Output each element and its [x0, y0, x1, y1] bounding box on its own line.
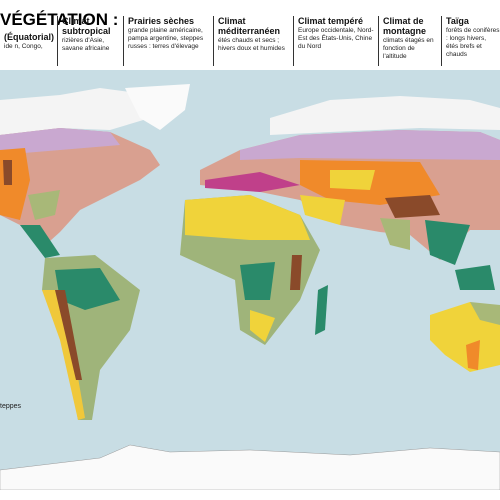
legend-text: ide n, Congo, — [4, 43, 43, 50]
arabia — [300, 195, 345, 225]
legend-item: Climat tempéré Europe occidentale, Nord-E… — [293, 16, 376, 66]
australia-south — [466, 340, 480, 370]
central-asia-desert — [330, 170, 375, 190]
sahara — [185, 195, 310, 240]
legend-heading: Prairies sèches — [128, 16, 195, 26]
arctic-america — [0, 88, 150, 135]
legend-item: (Équatorial) ide n, Congo, — [0, 32, 55, 66]
himalaya — [385, 195, 440, 218]
taiga-america — [0, 128, 120, 155]
madagascar — [315, 285, 328, 335]
kalahari — [250, 310, 275, 342]
legend-text: Europe occidentale, Nord-Est des États-U… — [298, 27, 374, 50]
mountain-america — [3, 160, 12, 185]
australia-north — [470, 302, 500, 325]
legend-text: grande plaine américaine, pampa argentin… — [128, 27, 204, 50]
legend-text: climats étagés en fonction de l'altitude — [383, 37, 434, 60]
legend-text: étés chauds et secs ; hivers doux et hum… — [218, 37, 285, 52]
bottom-margin — [0, 490, 500, 500]
north-america — [0, 128, 160, 250]
legend-item: Taïga forêts de conifères : longs hivers,… — [441, 16, 500, 66]
arctic-asia — [270, 96, 500, 135]
legend-heading: Climat tempéré — [298, 16, 364, 26]
legend-item: Prairies sèches grande plaine américaine,… — [123, 16, 211, 66]
legend-item: Climat subtropical rizières d'Asie, savan… — [57, 16, 121, 66]
taiga-eurasia — [240, 130, 500, 160]
legend-heading: (Équatorial) — [4, 32, 55, 42]
andes-desert — [42, 290, 85, 420]
congo — [240, 262, 275, 300]
legend-item: Climat de montagne climats étagés en fonc… — [378, 16, 439, 66]
legend-text: forêts de conifères : longs hivers, étés… — [446, 27, 500, 58]
east-africa-mountains — [290, 255, 302, 290]
greenland — [125, 84, 190, 130]
southeast-asia — [425, 220, 470, 265]
mediterranean — [205, 172, 300, 192]
legend-heading: Taïga — [446, 16, 469, 26]
legend-heading: Climat subtropical — [62, 16, 111, 36]
subtropical-america — [28, 190, 60, 220]
legend-header: VÉGÉTATION : (Équatorial) ide n, Congo, Cl… — [0, 0, 500, 70]
legend-text: rizières d'Asie, savane africaine — [62, 37, 110, 52]
indonesia — [455, 265, 495, 290]
title: VÉGÉTATION : — [0, 10, 119, 29]
map-label: teppes — [0, 403, 22, 410]
tropical-central — [20, 225, 60, 258]
world-map: teppes — [0, 70, 500, 500]
india — [380, 218, 410, 250]
legend-heading: Climat méditerranéen — [218, 16, 281, 36]
legend-heading: Climat de montagne — [383, 16, 427, 36]
andes — [55, 290, 82, 380]
amazon — [55, 268, 120, 310]
legend-item: Climat méditerranéen étés chauds et secs … — [213, 16, 291, 66]
